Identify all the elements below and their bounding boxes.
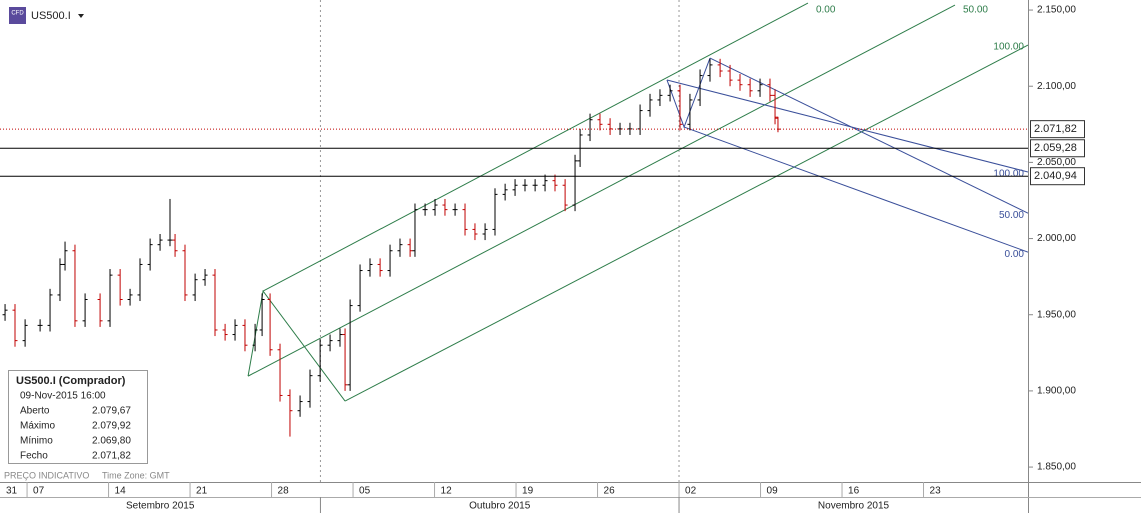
- y-tick-label: 2.050,00: [1037, 157, 1076, 168]
- trend-line: [344, 44, 1028, 402]
- y-tick-label: 1.900,00: [1037, 386, 1076, 397]
- x-tick-label: 19: [522, 486, 534, 497]
- y-tick-label: 1.850,00: [1037, 462, 1076, 473]
- info-title: US500.I (Comprador): [16, 375, 126, 387]
- level-label: 50.00: [999, 210, 1024, 221]
- x-tick-label: 09: [767, 486, 779, 497]
- price-flag-label: 2.071,82: [1034, 123, 1077, 135]
- x-tick-label: 12: [441, 486, 453, 497]
- info-value: 2.079,67: [92, 406, 131, 417]
- info-value: 2.071,82: [92, 451, 131, 462]
- price-flag: [1030, 120, 1085, 139]
- info-label: Mínimo: [20, 436, 53, 447]
- x-tick-label: 21: [196, 486, 208, 497]
- footer-text: PREÇO INDICATIVO: [4, 470, 89, 480]
- icon: [9, 7, 26, 24]
- info-box: [8, 370, 148, 464]
- month-label: Outubro 2015: [469, 501, 531, 512]
- price-flag: [1030, 167, 1085, 186]
- info-label: Aberto: [20, 406, 50, 417]
- trend-line: [262, 2, 809, 292]
- level-label: 50.00: [963, 5, 988, 16]
- x-tick-label: 28: [278, 486, 290, 497]
- x-tick-label: 05: [359, 486, 371, 497]
- price-flag: [1030, 139, 1085, 158]
- level-label: 0.00: [1005, 249, 1025, 260]
- info-label: Máximo: [20, 421, 55, 432]
- level-label: 100.00: [993, 42, 1024, 53]
- x-tick-label: 16: [848, 486, 860, 497]
- level-label: 0.00: [816, 5, 836, 16]
- info-label: Fecho: [20, 451, 48, 462]
- trend-line: [709, 57, 1028, 214]
- info-value: 2.069,80: [92, 436, 131, 447]
- trend-line: [666, 79, 1028, 173]
- footer-text: Time Zone: GMT: [102, 470, 170, 480]
- info-time: 09-Nov-2015 16:00: [20, 391, 106, 402]
- month-label: Setembro 2015: [126, 501, 195, 512]
- plot-area: [2, 0, 1028, 482]
- x-tick-label: 14: [115, 486, 127, 497]
- price-flag-label: 2.059,28: [1034, 142, 1077, 154]
- x-tick-label: 23: [930, 486, 942, 497]
- y-tick-label: 2.100,00: [1037, 81, 1076, 92]
- x-tick-label: 31: [6, 486, 18, 497]
- x-tick-label: 07: [33, 486, 45, 497]
- chart-title[interactable]: US500.I: [31, 10, 71, 22]
- trend-line: [247, 4, 956, 377]
- info-value: 2.079,92: [92, 421, 131, 432]
- icon-text: CFD: [11, 11, 24, 17]
- y-tick-label: 2.000,00: [1037, 233, 1076, 244]
- price-flag-label: 2.040,94: [1034, 170, 1077, 182]
- y-tick-label: 2.150,00: [1037, 5, 1076, 16]
- dropdown-arrow[interactable]: [78, 14, 84, 18]
- level-label: 100.00: [993, 169, 1024, 180]
- month-label: Novembro 2015: [818, 501, 890, 512]
- x-tick-label: 02: [685, 486, 697, 497]
- y-tick-label: 1.950,00: [1037, 309, 1076, 320]
- x-tick-label: 26: [604, 486, 616, 497]
